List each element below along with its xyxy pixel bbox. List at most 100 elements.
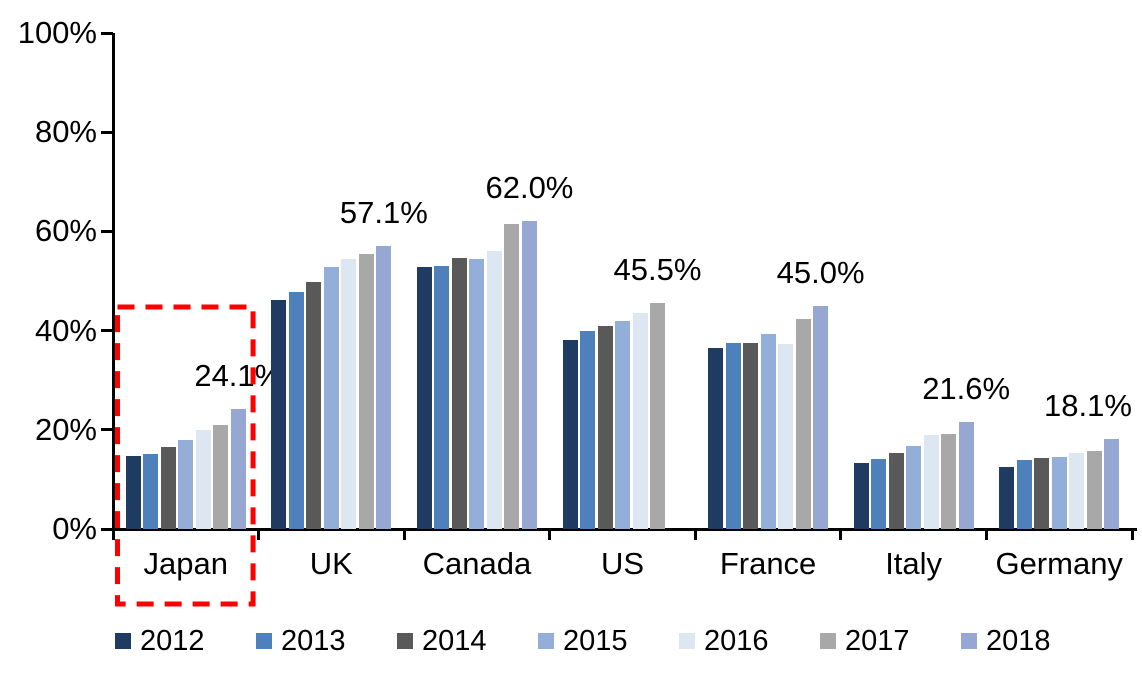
legend-label-2012: 2012 [140,625,205,657]
data-label-canada: 62.0% [485,170,574,206]
bar-germany-2013 [1016,460,1032,529]
bar-italy-2013 [871,458,887,529]
legend-label-2013: 2013 [281,625,346,657]
y-tick-mark [101,428,113,432]
bar-france-2013 [725,342,741,529]
legend-label-2016: 2016 [704,625,769,657]
bar-uk-2013 [288,291,304,529]
x-label-us: US [600,546,645,581]
y-tick-label: 0% [52,511,97,546]
x-tick-mark [402,529,406,540]
x-label-japan: Japan [143,546,229,581]
bar-japan-2018 [230,409,246,529]
y-tick-mark [101,229,113,233]
y-tick-label: 100% [17,15,97,50]
bar-germany-2015 [1051,456,1067,529]
data-label-uk: 57.1% [339,194,428,230]
bar-italy-2018 [958,421,974,529]
legend-label-2014: 2014 [422,625,487,657]
data-label-us: 45.5% [613,252,702,288]
x-tick-mark [1130,529,1134,540]
y-axis-line [111,33,115,529]
legend-label-2017: 2017 [845,625,910,657]
legend-swatch-2013 [256,633,272,649]
legend-item-2012: 2012 [115,625,205,657]
y-tick-label: 80% [34,114,97,150]
bar-germany-2016 [1069,452,1085,529]
y-tick-mark [101,130,113,134]
bar-us-2016 [632,313,648,529]
bar-uk-2012 [271,299,287,529]
legend-swatch-2016 [679,633,695,649]
x-tick-mark [548,529,552,540]
bar-germany-2012 [999,467,1015,529]
bar-japan-2017 [213,424,229,529]
bar-japan-2014 [160,447,176,529]
bar-us-2017 [650,303,665,529]
y-tick-mark [101,329,113,333]
bar-france-2016 [778,344,794,529]
y-tick-label: 20% [34,411,97,447]
bar-us-2012 [562,339,578,529]
data-label-france: 45.0% [776,254,865,290]
legend-item-2015: 2015 [538,627,628,656]
data-label-italy: 21.6% [922,370,1011,406]
bar-germany-2014 [1034,458,1050,529]
bar-italy-2014 [888,452,904,529]
bar-france-2012 [708,347,724,529]
legend-item-2013: 2013 [256,625,346,657]
y-tick-label: 40% [34,312,97,348]
bar-us-2015 [615,320,630,529]
data-label-germany: 18.1% [1044,388,1132,424]
legend-item-2018: 2018 [961,625,1051,657]
legend-swatch-2012 [115,633,131,649]
legend-swatch-2014 [397,633,413,649]
bar-france-2018 [813,305,829,529]
bar-uk-2016 [341,259,357,529]
bar-canada-2018 [521,221,537,529]
bar-japan-2012 [125,456,141,529]
x-tick-mark [984,529,988,540]
bar-canada-2013 [434,265,450,529]
bar-germany-2018 [1104,439,1120,529]
x-label-italy: Italy [885,546,943,581]
bar-italy-2015 [906,445,922,529]
bar-japan-2013 [143,454,159,529]
bar-italy-2016 [923,435,939,529]
bar-italy-2012 [853,463,869,529]
x-label-france: France [719,546,817,581]
legend-swatch-2015 [538,633,554,649]
x-tick-mark [257,529,261,540]
bar-canada-2012 [416,267,432,529]
x-axis-line [103,527,1137,531]
bar-canada-2015 [469,259,485,529]
x-tick-mark [111,529,115,540]
legend-swatch-2017 [820,633,836,649]
legend-item-2016: 2016 [679,625,769,657]
bar-us-2014 [597,326,613,529]
bar-canada-2014 [451,257,467,529]
bar-france-2015 [760,334,776,529]
x-tick-mark [693,529,697,540]
bar-france-2017 [795,319,811,529]
bar-uk-2015 [323,266,339,529]
bar-france-2014 [743,342,759,529]
legend-label-2018: 2018 [986,625,1051,657]
legend-item-2014: 2014 [397,625,487,657]
bar-us-2013 [580,330,595,529]
legend-swatch-2018 [961,633,977,649]
x-tick-mark [839,529,843,540]
bar-japan-2016 [195,430,211,529]
bar-germany-2017 [1086,450,1102,529]
y-tick-label: 60% [34,213,97,249]
x-label-canada: Canada [422,546,532,581]
x-label-germany: Germany [995,546,1123,581]
bar-uk-2017 [358,254,374,529]
bar-canada-2017 [504,224,520,529]
legend-item-2017: 2017 [820,625,910,657]
bar-japan-2015 [178,439,194,529]
x-label-uk: UK [309,546,353,581]
bar-italy-2017 [941,433,957,529]
bar-canada-2016 [486,251,502,529]
bar-uk-2014 [306,281,322,529]
